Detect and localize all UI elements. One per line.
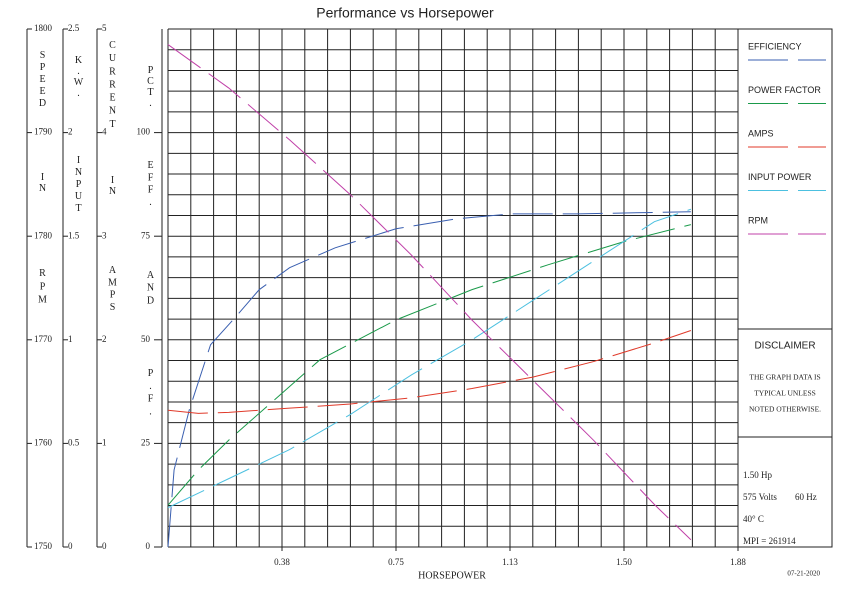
y-tick-label: 4	[102, 127, 107, 137]
y-axis-title: K.W.	[73, 55, 84, 99]
y-tick-label: 100	[137, 127, 151, 137]
legend-label: POWER FACTOR	[748, 85, 821, 95]
disclaimer-line: THE GRAPH DATA IS	[749, 373, 820, 382]
y-tick-label: 1.5	[68, 230, 80, 240]
y-tick-label: 1	[68, 334, 73, 344]
y-tick-label: 1780	[34, 230, 53, 240]
y-tick-label: 1790	[34, 127, 53, 137]
disclaimer-line: NOTED OTHERWISE.	[749, 405, 821, 414]
y-tick-label: 2	[102, 334, 107, 344]
disclaimer-line: TYPICAL UNLESS	[754, 389, 816, 398]
series-line	[167, 224, 692, 506]
y-tick-label: 1	[102, 437, 107, 447]
legend-label: AMPS	[748, 128, 774, 138]
y-axis-title: AND	[145, 270, 156, 308]
y-axis-title: IN	[107, 175, 118, 197]
y-axis-title: EFF.	[145, 160, 156, 209]
y-tick-label: 1800	[34, 23, 53, 33]
y-tick-label: 5	[102, 23, 107, 33]
y-tick-label: 1750	[34, 541, 53, 551]
info-mpi: MPI = 261914	[743, 536, 796, 546]
legend-label: RPM	[748, 215, 768, 225]
y-axis-title: AMPS	[107, 265, 118, 314]
x-tick-label: 0.75	[388, 557, 404, 567]
y-tick-label: 3	[102, 230, 107, 240]
y-tick-label: 0.5	[68, 437, 80, 447]
disclaimer-title: DISCLAIMER	[754, 341, 815, 352]
y-axis-title: PCT.	[145, 65, 156, 109]
info-temp: 40° C	[743, 514, 764, 524]
x-tick-label: 1.50	[616, 557, 632, 567]
series-line	[167, 330, 692, 414]
chart-title: Performance vs Horsepower	[316, 5, 494, 21]
info-hz: 60 Hz	[795, 492, 817, 502]
date: 07-21-2020	[787, 570, 820, 578]
y-tick-label: 0	[146, 541, 151, 551]
y-axis-title: IN	[37, 172, 48, 194]
x-axis-label: HORSEPOWER	[418, 570, 486, 581]
y-tick-label: 75	[141, 230, 151, 240]
legend-label: INPUT POWER	[748, 172, 812, 182]
y-tick-label: 0	[102, 541, 107, 551]
y-tick-label: 0	[68, 541, 73, 551]
info-volts: 575 Volts	[743, 492, 777, 502]
y-tick-label: 50	[141, 334, 151, 344]
x-tick-label: 1.13	[502, 557, 518, 567]
info-hp: 1.50 Hp	[743, 470, 772, 480]
series-line	[167, 208, 692, 509]
legend-label: EFFICIENCY	[748, 41, 802, 51]
y-tick-label: 25	[141, 437, 151, 447]
y-axis-title: P.F.	[145, 368, 156, 419]
y-axis-title: SPEED	[37, 50, 48, 110]
y-tick-label: 2.5	[68, 23, 80, 33]
y-axis-title: INPUT	[73, 155, 84, 215]
y-axis-title: RPM	[37, 268, 48, 308]
x-tick-label: 0.38	[274, 557, 290, 567]
series-line	[167, 44, 692, 541]
y-axis-title: CURRENT	[107, 40, 118, 132]
series-line	[167, 211, 691, 548]
y-tick-label: 1760	[34, 437, 53, 447]
x-tick-label: 1.88	[730, 557, 746, 567]
y-tick-label: 2	[68, 127, 73, 137]
y-tick-label: 1770	[34, 334, 53, 344]
